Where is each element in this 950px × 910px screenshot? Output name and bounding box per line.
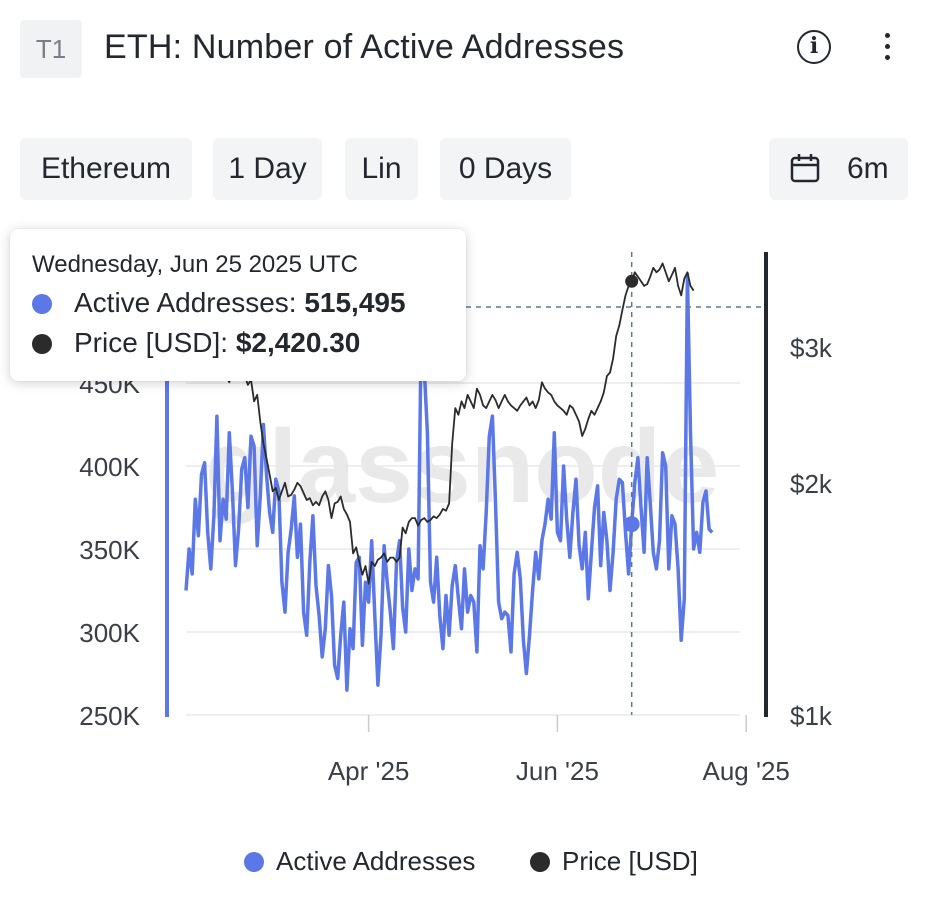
info-icon[interactable]: i [797, 30, 831, 64]
tooltip-active-value: 515,495 [304, 287, 406, 318]
chart-toolbar: Ethereum 1 Day Lin 0 Days 6m [0, 138, 950, 200]
tooltip-active-row: Active Addresses: 515,495 [32, 287, 406, 319]
y-right-tick-label: $2k [790, 469, 833, 499]
crosshair-point-active [623, 516, 640, 533]
y-left-tick-label: 250K [79, 701, 140, 731]
resolution-select[interactable]: 1 Day [213, 138, 322, 200]
grid-lines [186, 382, 740, 716]
tier-badge: T1 [20, 20, 82, 78]
y-left-tick-label: 300K [79, 618, 140, 648]
active-dot-icon [32, 294, 52, 314]
series-line-active-addresses [184, 272, 714, 692]
x-tick-label: Aug '25 [703, 756, 790, 786]
y-right-tick-label: $3k [790, 333, 833, 363]
x-tick-label: Apr '25 [328, 756, 410, 786]
series-line-price [185, 262, 695, 585]
page-title: ETH: Number of Active Addresses [104, 28, 625, 66]
legend-item-price[interactable]: Price [USD] [530, 846, 698, 877]
chart-canvas[interactable]: glassnode 250K300K350K400K450K$1k$2k$3kA… [0, 0, 950, 840]
chart-legend: Active Addresses Price [USD] [0, 840, 950, 886]
smoothing-select[interactable]: 0 Days [440, 138, 571, 200]
y-left-tick-label: 350K [79, 535, 140, 565]
legend-price-label: Price [USD] [562, 846, 698, 876]
x-tick-label: Jun '25 [516, 756, 599, 786]
y-left-tick-label: 400K [79, 452, 140, 482]
legend-item-active[interactable]: Active Addresses [244, 846, 475, 877]
asset-select[interactable]: Ethereum [20, 138, 192, 200]
range-select[interactable]: 6m [769, 138, 908, 200]
tooltip-active-label: Active Addresses: [74, 287, 297, 318]
scale-toggle[interactable]: Lin [345, 138, 418, 200]
tooltip-date: Wednesday, Jun 25 2025 UTC [32, 251, 358, 278]
legend-active-label: Active Addresses [276, 846, 476, 876]
y-right-tick-label: $1k [790, 701, 833, 731]
legend-price-dot-icon [530, 852, 550, 872]
legend-active-dot-icon [244, 852, 264, 872]
tooltip-price-row: Price [USD]: $2,420.30 [32, 327, 360, 359]
crosshair-point-price [625, 274, 639, 288]
tooltip-price-label: Price [USD]: [74, 327, 229, 358]
calendar-icon [790, 154, 820, 183]
chart-tooltip: Wednesday, Jun 25 2025 UTC Active Addres… [10, 229, 466, 381]
range-label: 6m [847, 152, 889, 185]
kebab-menu-icon[interactable] [876, 30, 898, 66]
price-dot-icon [32, 334, 52, 354]
tooltip-price-value: $2,420.30 [235, 327, 361, 358]
widget-header: T1 ETH: Number of Active Addresses i [0, 0, 950, 100]
